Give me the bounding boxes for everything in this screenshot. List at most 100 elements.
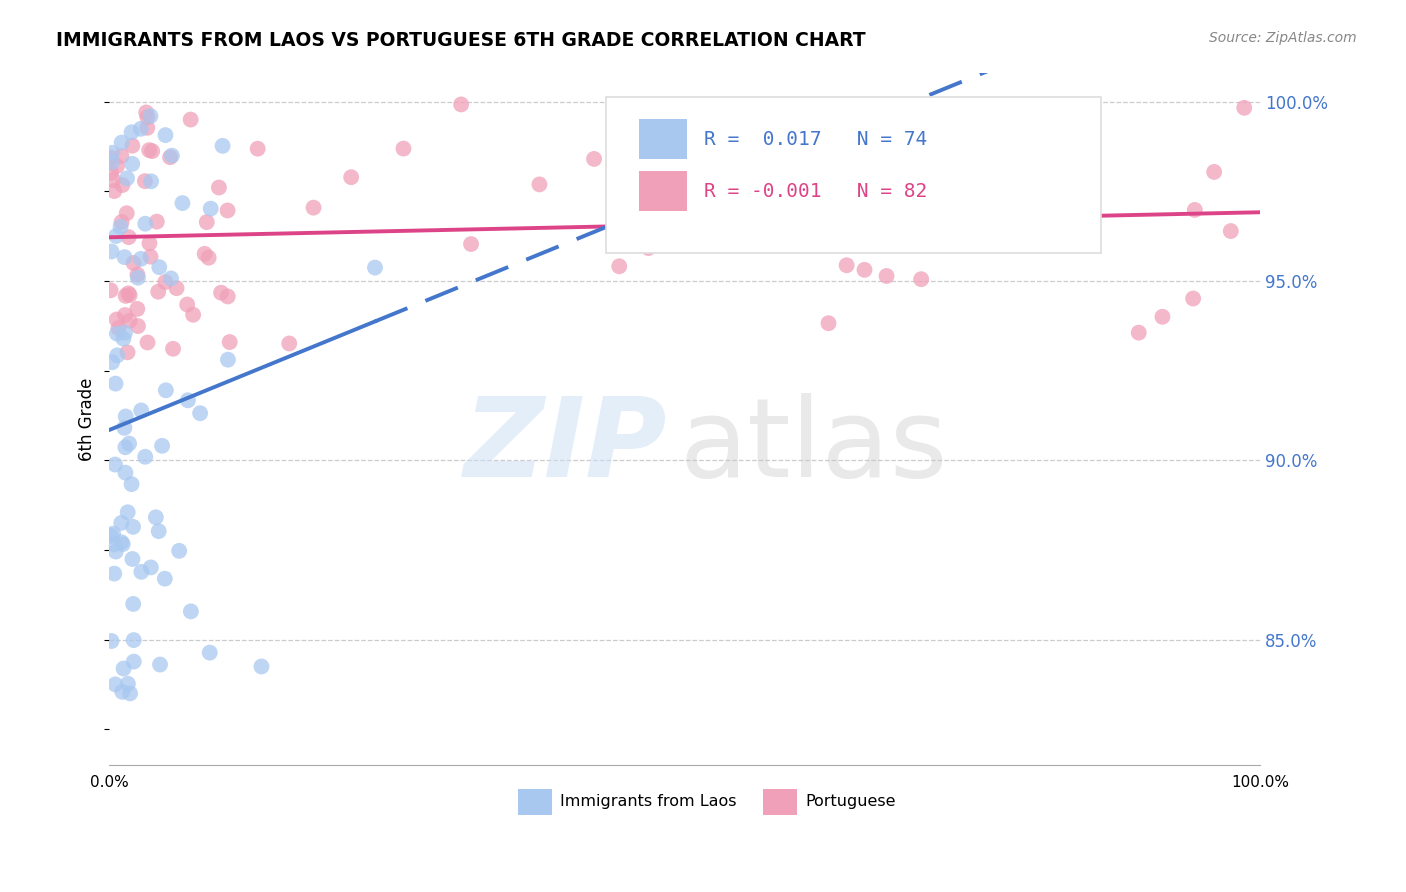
Point [103, 537, 125, 551]
Point [103, 566, 125, 581]
Point [114, 326, 136, 340]
Point [122, 633, 145, 648]
Point [139, 560, 162, 574]
Point [1184, 202, 1206, 217]
Point [105, 229, 128, 244]
Point [101, 526, 124, 541]
Point [188, 406, 211, 420]
Point [198, 646, 221, 660]
Point [176, 297, 198, 311]
Point [112, 421, 135, 435]
Bar [517, 789, 553, 815]
Point [111, 685, 134, 699]
Point [1219, 224, 1241, 238]
Point [392, 142, 415, 156]
Point [853, 262, 876, 277]
Point [208, 180, 231, 194]
Point [103, 184, 125, 198]
Point [139, 174, 162, 188]
Point [122, 520, 145, 534]
Point [835, 258, 858, 272]
Point [914, 136, 936, 150]
Point [150, 439, 173, 453]
Point [141, 144, 163, 158]
Point [107, 321, 129, 335]
Point [101, 155, 124, 169]
Point [118, 230, 141, 244]
Point [135, 105, 157, 120]
Point [1067, 229, 1090, 244]
Point [1233, 101, 1256, 115]
Point [121, 552, 143, 566]
Point [122, 256, 145, 270]
Point [886, 151, 908, 165]
Point [104, 544, 127, 558]
Point [209, 285, 232, 300]
Point [160, 149, 183, 163]
Point [910, 272, 932, 286]
Point [167, 544, 190, 558]
Point [211, 138, 233, 153]
Point [104, 458, 127, 472]
Point [134, 450, 156, 464]
Point [155, 128, 177, 142]
Point [834, 144, 856, 158]
Point [117, 345, 139, 359]
Point [105, 326, 128, 341]
Point [114, 289, 136, 303]
Bar [638, 120, 688, 160]
Y-axis label: 6th Grade: 6th Grade [79, 377, 96, 461]
Point [162, 342, 184, 356]
Point [104, 376, 127, 391]
Point [302, 201, 325, 215]
Text: ZIP: ZIP [464, 393, 668, 500]
Point [114, 440, 136, 454]
Point [136, 110, 159, 124]
Point [139, 109, 162, 123]
Point [111, 178, 134, 192]
Point [159, 150, 181, 164]
Point [155, 275, 177, 289]
Point [217, 352, 239, 367]
Point [194, 247, 217, 261]
Text: atlas: atlas [679, 393, 948, 500]
Point [101, 355, 124, 369]
Text: R = -0.001   N = 82: R = -0.001 N = 82 [704, 182, 928, 201]
Point [200, 202, 222, 216]
Point [197, 251, 219, 265]
Point [122, 597, 145, 611]
Point [103, 173, 125, 187]
Point [148, 524, 170, 538]
Point [117, 286, 139, 301]
Point [195, 215, 218, 229]
Point [145, 510, 167, 524]
Point [529, 178, 551, 192]
Bar [763, 789, 797, 815]
Point [138, 236, 160, 251]
Point [110, 516, 132, 530]
Point [148, 285, 170, 299]
Text: IMMIGRANTS FROM LAOS VS PORTUGUESE 6TH GRADE CORRELATION CHART: IMMIGRANTS FROM LAOS VS PORTUGUESE 6TH G… [56, 31, 866, 50]
Point [138, 143, 160, 157]
Point [121, 125, 143, 139]
Point [112, 661, 135, 675]
Point [117, 505, 139, 519]
Point [100, 634, 122, 648]
Point [250, 659, 273, 673]
Point [127, 270, 149, 285]
Point [111, 136, 134, 150]
Point [155, 384, 177, 398]
FancyBboxPatch shape [606, 97, 1101, 253]
Point [118, 436, 141, 450]
Point [121, 477, 143, 491]
Point [104, 677, 127, 691]
Point [131, 565, 153, 579]
Point [118, 288, 141, 302]
Point [278, 336, 301, 351]
Point [450, 97, 472, 112]
Point [110, 219, 132, 234]
Point [129, 403, 152, 417]
Point [217, 289, 239, 303]
Point [127, 301, 149, 316]
Point [180, 604, 202, 618]
